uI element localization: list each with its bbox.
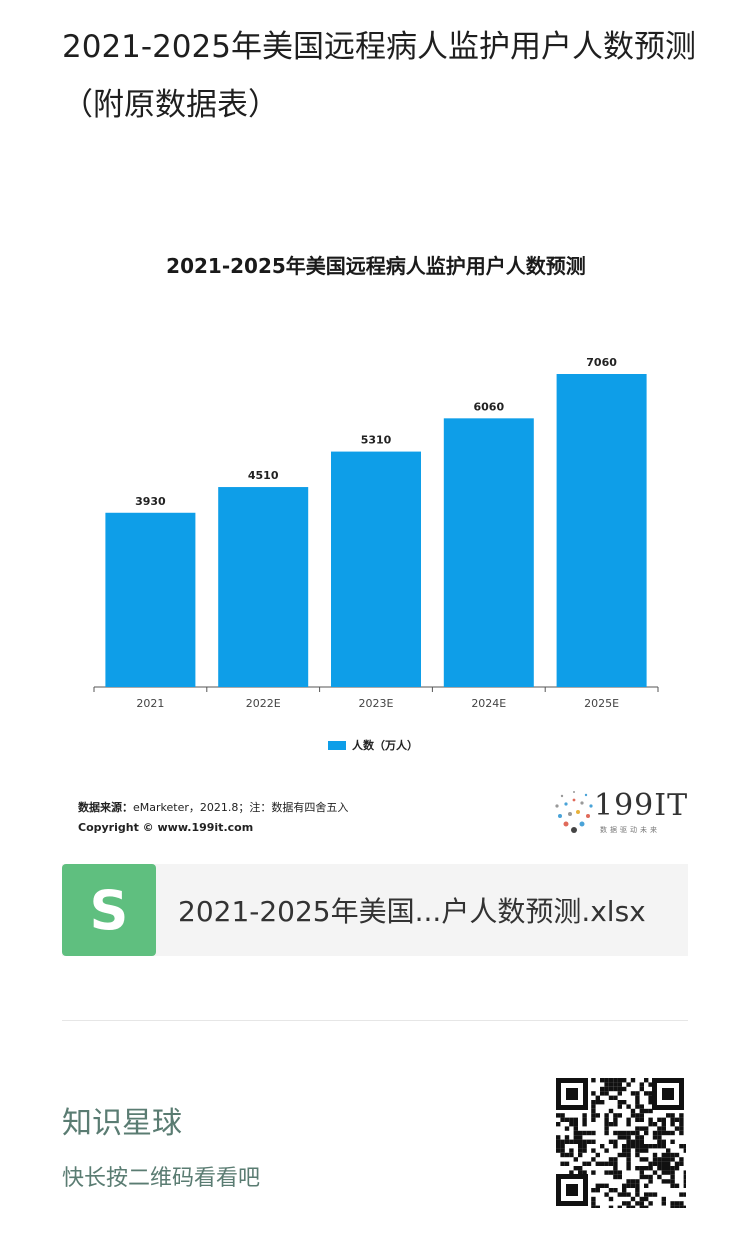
legend-label: 人数（万人） [352,738,418,752]
data-label: 7060 [586,356,617,369]
data-label: 3930 [135,495,166,508]
logo-subtitle: 数据驱动未来 [600,826,660,834]
file-name[interactable]: 2021-2025年美国...户人数预测.xlsx [178,895,646,928]
data-label: 5310 [361,434,392,447]
x-tick-label: 2022E [246,697,281,710]
qr-code-icon[interactable] [554,1076,686,1208]
logo-text: 199IT [594,788,689,823]
article-title: 2021-2025年美国远程病人监护用户人数预测（附原数据表） [62,29,696,123]
data-label: 4510 [248,469,279,482]
data-label: 6060 [473,400,504,413]
chart-image[interactable]: 2021-2025年美国远程病人监护用户人数预测 3930 2021 4510 202… [62,222,690,852]
bar [331,451,421,687]
x-tick-label: 2021 [136,697,164,710]
legend-swatch [328,741,346,750]
bar [218,487,309,687]
file-icon-letter: S [89,878,129,942]
bar-chart: 3930 2021 4510 2022E 5310 2023E 6060 2024E 7060 2… [93,356,659,752]
spreadsheet-icon: S [62,864,156,956]
attachment-file[interactable]: S 2021-2025年美国...户人数预测.xlsx [62,864,688,956]
x-tick-label: 2024E [471,697,506,710]
x-tick-label: 2025E [584,697,619,710]
199it-logo: 199IT 数据驱动未来 [552,788,692,838]
x-tick-label: 2023E [359,697,394,710]
chart-title: 2021-2025年美国远程病人监护用户人数预测 [166,254,586,278]
planet-subtitle: 快长按二维码看看吧 [62,1166,261,1191]
planet-title: 知识星球 [62,1106,182,1141]
copyright: Copyright © www.199it.com [78,821,254,834]
chart-source: 数据来源：eMarketer，2021.8；注：数据有四舍五入 Copyrigh… [78,798,348,838]
divider [62,1020,688,1021]
source-text: eMarketer，2021.8；注：数据有四舍五入 [133,801,349,814]
bar [105,512,196,687]
bar [443,418,534,687]
source-label: 数据来源： [78,801,133,814]
bar [556,374,647,687]
logo-dots-icon [555,791,593,833]
